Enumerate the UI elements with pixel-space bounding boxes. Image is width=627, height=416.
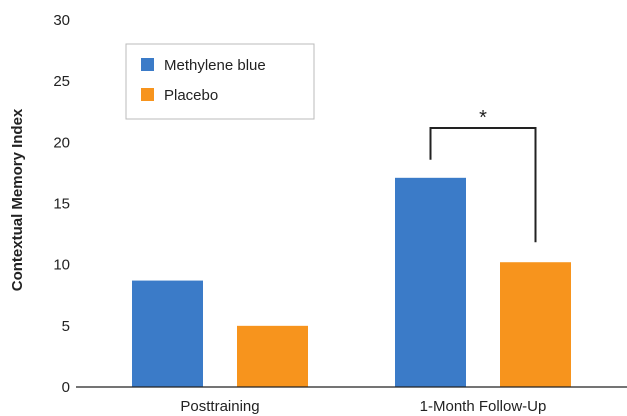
y-tick-labels: 0 5 10 15 20 25 30 xyxy=(53,12,70,396)
y-tick-label: 25 xyxy=(53,73,70,90)
legend-swatch xyxy=(141,88,154,101)
legend-label: Placebo xyxy=(164,87,218,104)
x-category-label: Posttraining xyxy=(180,398,259,415)
bar-methylene-blue-posttraining xyxy=(132,280,203,387)
significance-annotations: * xyxy=(429,107,537,243)
y-tick-label: 10 xyxy=(53,257,70,274)
bar-methylene-blue-follow-up xyxy=(395,177,466,387)
legend: Methylene blue Placebo xyxy=(125,43,315,120)
y-tick-label: 20 xyxy=(53,134,70,151)
legend-label: Methylene blue xyxy=(164,57,266,74)
y-axis-title: Contextual Memory Index xyxy=(9,108,26,291)
y-tick-label: 0 xyxy=(62,379,70,396)
legend-swatch xyxy=(141,58,154,71)
significance-asterisk: * xyxy=(479,107,487,129)
y-tick-label: 5 xyxy=(62,318,70,335)
bars xyxy=(132,177,571,387)
y-tick-label: 15 xyxy=(53,196,70,213)
bar-placebo-posttraining xyxy=(237,325,308,387)
y-tick-label: 30 xyxy=(53,12,70,29)
significance-bracket xyxy=(429,127,537,243)
bar-placebo-follow-up xyxy=(500,262,571,387)
y-axis-title-group: Contextual Memory Index xyxy=(9,108,26,291)
legend-box xyxy=(125,43,315,120)
x-category-labels: Posttraining 1-Month Follow-Up xyxy=(180,398,546,415)
x-category-label: 1-Month Follow-Up xyxy=(420,398,547,415)
